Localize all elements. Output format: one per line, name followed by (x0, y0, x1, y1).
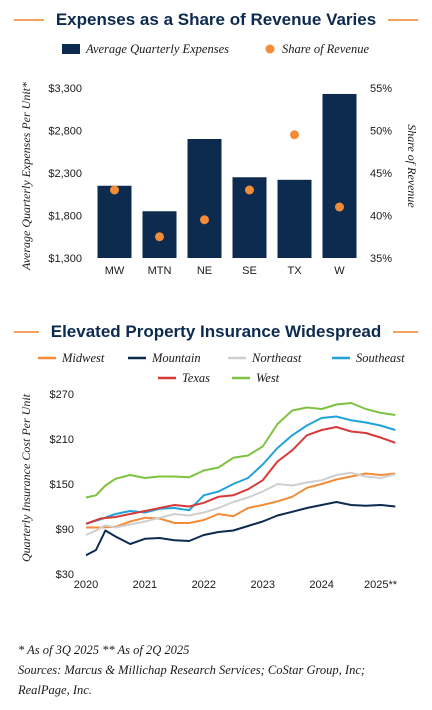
legend-label-share: Share of Revenue (282, 42, 369, 56)
footnote-sources-cont: RealPage, Inc. (18, 683, 92, 697)
x-tick-label: NE (197, 265, 212, 277)
expenses-bar-chart: Average Quarterly Expenses Share of Reve… (19, 42, 419, 277)
legend-label-southeast: Southeast (356, 351, 405, 365)
share-dot-se (245, 185, 254, 195)
x-tick-label: 2021 (133, 579, 157, 591)
bar-w (322, 93, 357, 258)
series-line-texas (85, 426, 396, 525)
y-right-tick-label: 55% (370, 83, 392, 95)
bar-mw (97, 185, 132, 258)
y-tick-label: $1,800 (48, 211, 82, 223)
legend-swatch-expenses (62, 44, 80, 54)
y-right-tick-label: 40% (370, 211, 392, 223)
x-tick-label: SE (242, 265, 257, 277)
series-line-west (85, 402, 396, 499)
chart1-title: Expenses as a Share of Revenue Varies (55, 10, 377, 29)
legend-label-mountain: Mountain (151, 351, 201, 365)
chart2-ylabel: Quarterly Insurance Cost Per Unit (19, 393, 33, 562)
share-dot-ne (200, 215, 209, 225)
share-dot-mtn (155, 232, 164, 242)
y-right-tick-label: 35% (370, 253, 392, 265)
chart1-title-row: Expenses as a Share of Revenue Varies (0, 6, 432, 34)
bar-ne (187, 139, 222, 258)
series-line-mountain (85, 501, 396, 557)
x-tick-label: TX (287, 265, 302, 277)
bar-tx (277, 179, 312, 258)
x-tick-label: 2022 (192, 579, 216, 591)
insurance-line-chart: Midwest Mountain Northeast Southeast Texas We… (19, 351, 405, 591)
series-line-midwest (86, 472, 396, 529)
title-rule-right (393, 331, 418, 333)
chart1-ylabel-left: Average Quarterly Expenses Per Unit* (19, 82, 33, 271)
y-tick-label: $90 (56, 524, 74, 536)
y-tick-label: $2,800 (48, 126, 82, 138)
y-tick-label: $1,300 (48, 253, 82, 265)
legend-label-texas: Texas (182, 371, 210, 385)
x-tick-label: MTN (148, 265, 172, 277)
chart1-legend: Average Quarterly Expenses Share of Reve… (62, 42, 369, 56)
title-rule-left (14, 331, 39, 333)
chart2-title-row: Elevated Property Insurance Widespread (0, 318, 432, 346)
chart2-legend: Midwest Mountain Northeast Southeast Texas We… (38, 351, 405, 385)
legend-swatch-share (265, 44, 275, 54)
y-tick-label: $2,300 (48, 168, 82, 180)
footnote-sources: Sources: Marcus & Millichap Research Ser… (18, 663, 366, 677)
y-tick-label: $3,300 (48, 83, 82, 95)
legend-label-west: West (256, 371, 280, 385)
x-tick-label: 2024 (309, 579, 333, 591)
series-line-southeast (85, 415, 396, 525)
x-tick-label: W (334, 265, 345, 277)
y-tick-label: $270 (50, 389, 74, 401)
legend-label-expenses: Average Quarterly Expenses (85, 42, 229, 56)
title-rule-left (14, 19, 44, 21)
title-rule-right (388, 19, 418, 21)
footnote-asof: * As of 3Q 2025 ** As of 2Q 2025 (18, 643, 190, 657)
x-tick-label: 2025** (364, 579, 398, 591)
x-tick-label: 2020 (74, 579, 98, 591)
share-dot-w (335, 202, 344, 212)
x-tick-label: MW (105, 265, 125, 277)
y-right-tick-label: 45% (370, 168, 392, 180)
y-tick-label: $210 (50, 434, 74, 446)
share-dot-mw (110, 185, 119, 195)
y-tick-label: $150 (50, 479, 74, 491)
legend-label-midwest: Midwest (61, 351, 105, 365)
y-right-tick-label: 50% (370, 126, 392, 138)
series-line-northeast (85, 471, 396, 536)
y-tick-label: $30 (56, 569, 74, 581)
legend-label-northeast: Northeast (251, 351, 302, 365)
x-tick-label: 2023 (250, 579, 274, 591)
chart1-ylabel-right: Share of Revenue (405, 124, 419, 208)
footnotes: * As of 3Q 2025 ** As of 2Q 2025 Sources… (18, 640, 418, 700)
chart2-title: Elevated Property Insurance Widespread (50, 322, 382, 341)
share-dot-tx (290, 130, 299, 140)
